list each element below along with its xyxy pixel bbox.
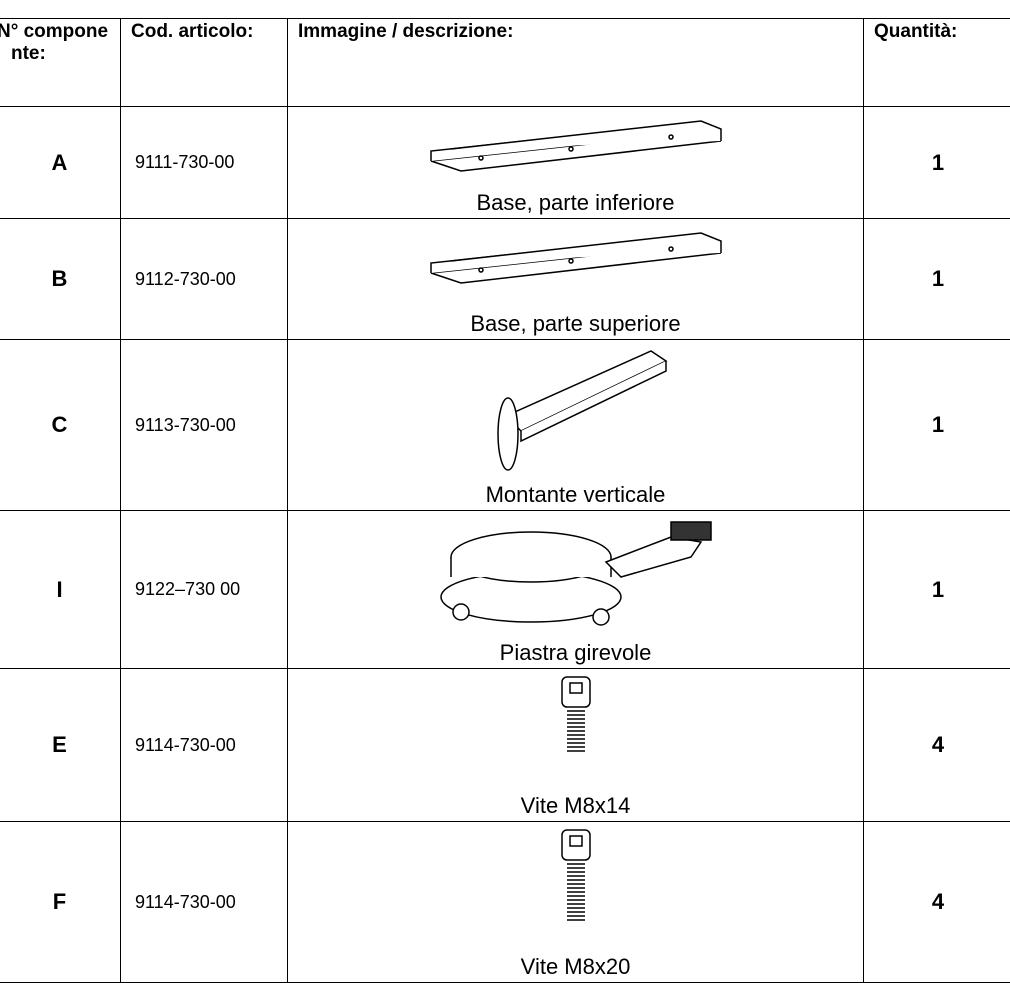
article-code: 9112-730-00 (121, 219, 288, 340)
header-cell: N° componente: (0, 19, 121, 107)
header-cell: Immagine / descrizione: (288, 19, 864, 107)
description-cell: Vite M8x14 (288, 669, 864, 822)
header-cell: Quantità: (864, 19, 1010, 107)
description: Vite M8x14 (288, 793, 863, 819)
illustration (288, 346, 863, 476)
description-cell: Base, parte inferiore (288, 107, 864, 219)
illustration (288, 113, 863, 183)
component-id: B (0, 219, 121, 340)
article-code: 9114-730-00 (121, 822, 288, 983)
component-id: A (0, 107, 121, 219)
article-code: 9111-730-00 (121, 107, 288, 219)
description: Montante verticale (288, 482, 863, 508)
illustration (288, 225, 863, 295)
description: Vite M8x20 (288, 954, 863, 980)
header-row: N° componente: Cod. articolo: Immagine /… (0, 19, 1010, 107)
illustration (288, 675, 863, 759)
quantity: 4 (864, 669, 1010, 822)
quantity: 1 (864, 511, 1010, 669)
description: Piastra girevole (288, 640, 863, 666)
illustration (288, 828, 863, 926)
quantity: 1 (864, 219, 1010, 340)
description-cell: Montante verticale (288, 340, 864, 511)
quantity: 4 (864, 822, 1010, 983)
component-id: I (0, 511, 121, 669)
article-code: 9122–730 00 (121, 511, 288, 669)
illustration (288, 517, 863, 637)
article-code: 9113-730-00 (121, 340, 288, 511)
components-table: N° componente: Cod. articolo: Immagine /… (0, 18, 1010, 983)
description-cell: Vite M8x20 (288, 822, 864, 983)
description: Base, parte superiore (288, 311, 863, 337)
description-cell: Piastra girevole (288, 511, 864, 669)
header-cell: Cod. articolo: (121, 19, 288, 107)
quantity: 1 (864, 107, 1010, 219)
quantity: 1 (864, 340, 1010, 511)
description-cell: Base, parte superiore (288, 219, 864, 340)
component-id: E (0, 669, 121, 822)
component-id: F (0, 822, 121, 983)
component-id: C (0, 340, 121, 511)
description: Base, parte inferiore (288, 190, 863, 216)
article-code: 9114-730-00 (121, 669, 288, 822)
